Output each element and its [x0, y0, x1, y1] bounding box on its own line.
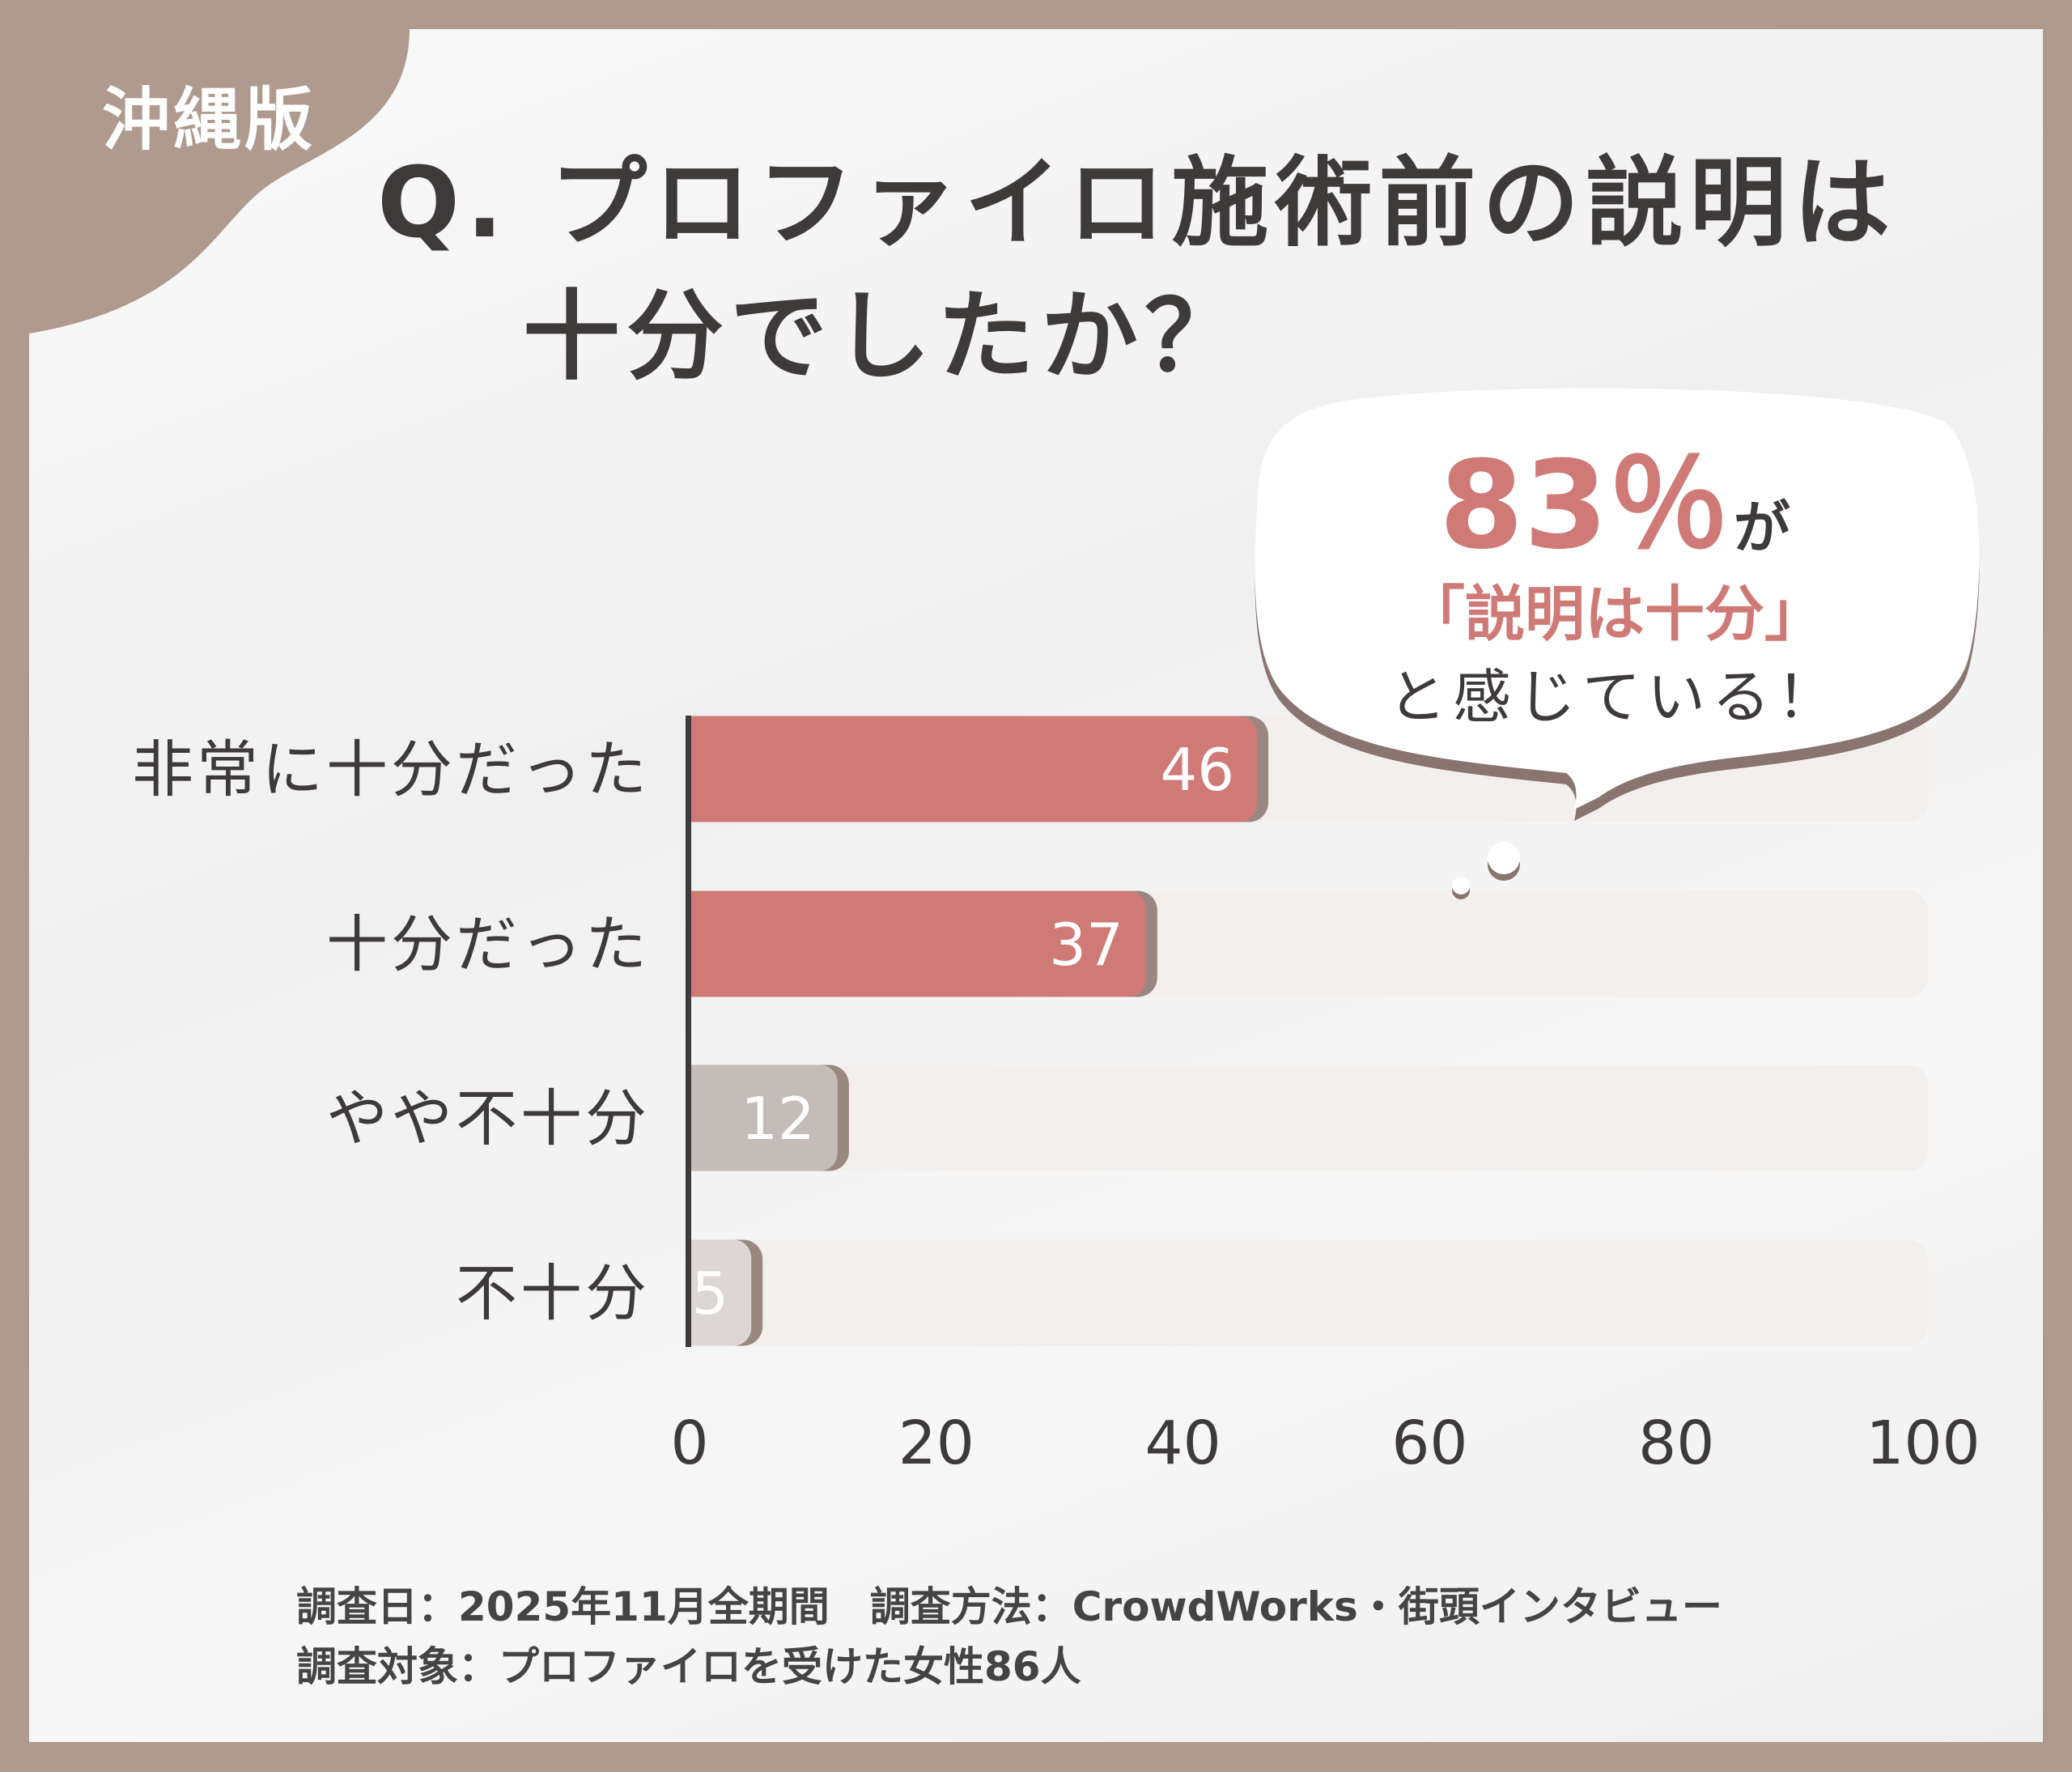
bar: [690, 890, 1146, 997]
footer-survey-target: 調査対象：プロファイロを受けた女性86人: [296, 1643, 1081, 1690]
callout-headline: 83％ が: [1255, 445, 1975, 567]
bar-base: [690, 716, 714, 822]
bar-track: [690, 1064, 1928, 1171]
bar: [690, 1064, 838, 1171]
bubble-dot: [1488, 842, 1520, 874]
infographic-panel: 沖縄版 Q. プロファイロ施術前の説明は 十分でしたか？: [29, 29, 2043, 1742]
x-tick-label: 60: [1391, 1409, 1467, 1478]
x-tick-label: 100: [1866, 1409, 1980, 1478]
bar-track: [690, 1239, 1928, 1346]
x-tick-label: 0: [670, 1409, 708, 1478]
corner-decoration: [29, 29, 410, 334]
region-badge: 沖縄版: [102, 80, 316, 159]
bubble-dot-small: [1452, 877, 1470, 894]
category-label: 非常に十分だった: [132, 733, 650, 805]
value-label: 37: [1049, 911, 1123, 979]
title-line-2: 十分でしたか？: [523, 281, 1248, 393]
callout-percent: 83％: [1439, 436, 1730, 576]
value-label: 46: [1160, 736, 1234, 804]
footer-survey-info: 調査日：2025年11月全期間 調査方法：CrowdWorks・街頭インタビュー: [296, 1583, 1722, 1630]
title-line-1: Q. プロファイロ施術前の説明は: [377, 147, 1897, 260]
speech-bubble: [1255, 388, 1980, 810]
value-label: 12: [741, 1085, 815, 1153]
value-label: 5: [691, 1260, 728, 1328]
x-tick-label: 40: [1145, 1409, 1221, 1478]
category-label: やや不十分: [326, 1082, 650, 1154]
bar-base: [690, 890, 714, 997]
y-axis-line: [686, 716, 691, 1347]
x-tick-label: 80: [1638, 1409, 1714, 1478]
callout-particle: が: [1733, 495, 1790, 561]
category-label: 不十分: [456, 1257, 650, 1329]
bar: [690, 716, 1258, 822]
category-label: 十分だった: [326, 908, 650, 980]
bar-base: [690, 1239, 714, 1346]
callout-tail: と感じている！: [1387, 663, 1841, 731]
x-tick-label: 20: [898, 1409, 974, 1478]
callout-quote: 「説明は十分」: [1405, 580, 1824, 649]
bar-base: [690, 1064, 714, 1171]
